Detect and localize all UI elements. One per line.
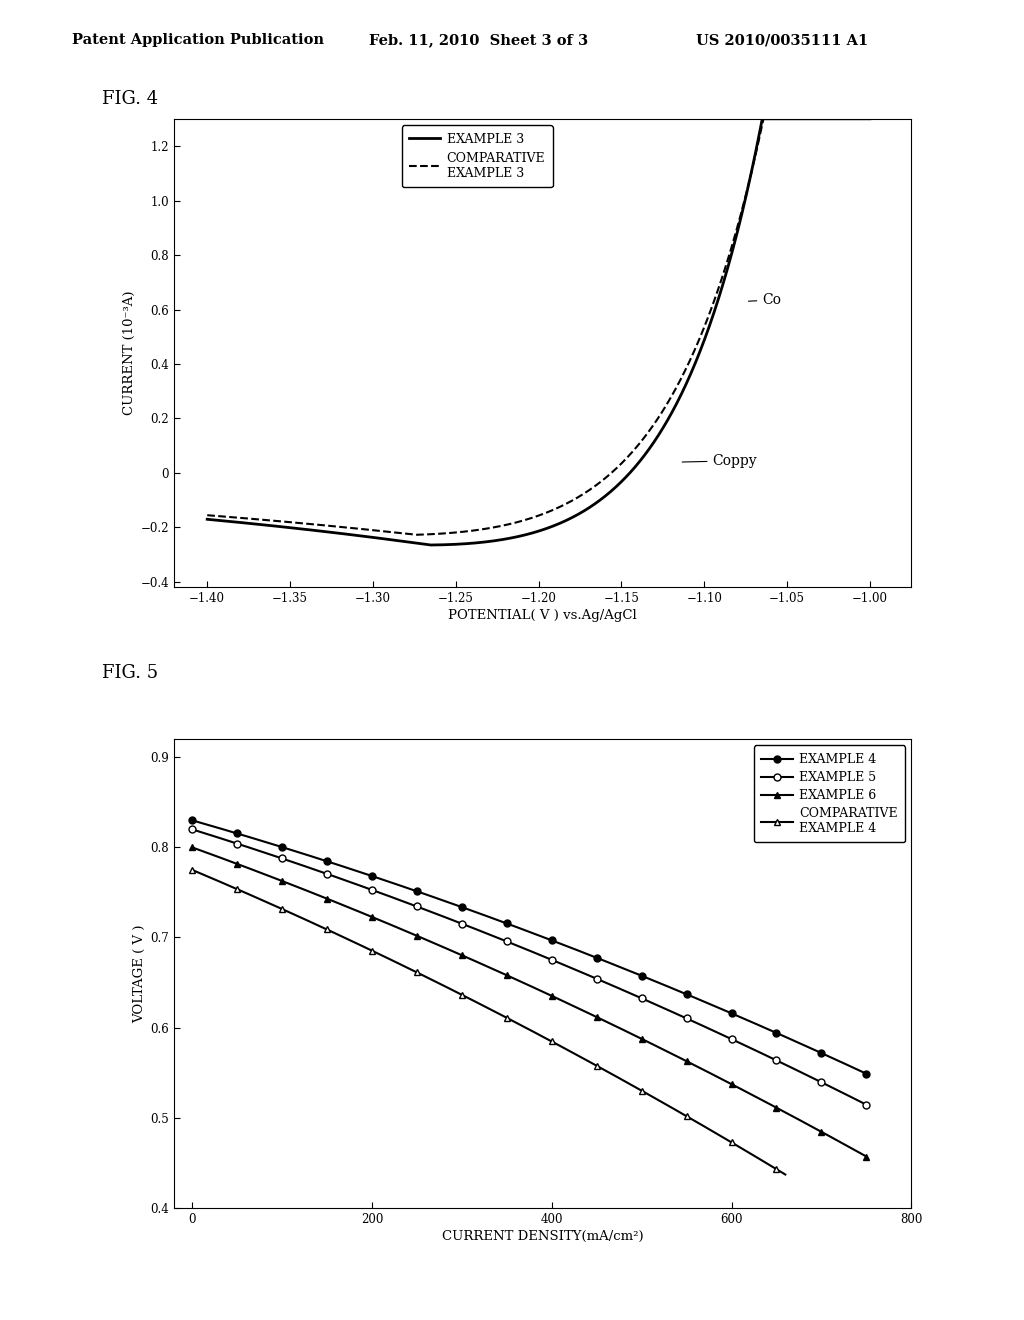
- Text: Coppy: Coppy: [682, 454, 757, 467]
- EXAMPLE 5: [501, 933, 513, 949]
- EXAMPLE 4: [501, 916, 513, 932]
- EXAMPLE 6: [815, 1123, 827, 1139]
- Text: Co: Co: [749, 293, 781, 308]
- EXAMPLE 5: [456, 916, 468, 932]
- EXAMPLE 6: [501, 968, 513, 983]
- EXAMPLE 6: [366, 909, 378, 925]
- EXAMPLE 5: [230, 836, 243, 851]
- Line: EXAMPLE 6: EXAMPLE 6: [188, 843, 869, 1160]
- X-axis label: CURRENT DENSITY(mA/cm²): CURRENT DENSITY(mA/cm²): [442, 1230, 643, 1243]
- EXAMPLE 4: [725, 1006, 737, 1022]
- EXAMPLE 5: [366, 882, 378, 898]
- EXAMPLE 6: [725, 1076, 737, 1092]
- EXAMPLE 5: [411, 899, 423, 915]
- COMPARATIVE
EXAMPLE 4: [636, 1082, 648, 1098]
- EXAMPLE 5: [770, 1052, 782, 1068]
- EXAMPLE 6: [275, 873, 288, 888]
- EXAMPLE 6: [456, 948, 468, 964]
- COMPARATIVE
EXAMPLE 4: [411, 965, 423, 981]
- EXAMPLE 6: [186, 840, 199, 855]
- COMPARATIVE
EXAMPLE 4: [591, 1057, 603, 1073]
- EXAMPLE 4: [275, 840, 288, 855]
- Line: COMPARATIVE
EXAMPLE 4: COMPARATIVE EXAMPLE 4: [188, 866, 780, 1172]
- COMPARATIVE
EXAMPLE 4: [321, 921, 333, 937]
- Line: EXAMPLE 4: EXAMPLE 4: [188, 817, 869, 1077]
- COMPARATIVE
EXAMPLE 4: [680, 1109, 692, 1125]
- EXAMPLE 6: [636, 1031, 648, 1047]
- EXAMPLE 4: [186, 812, 199, 828]
- EXAMPLE 4: [636, 968, 648, 983]
- EXAMPLE 5: [725, 1031, 737, 1047]
- EXAMPLE 6: [680, 1053, 692, 1069]
- Text: FIG. 5: FIG. 5: [102, 664, 159, 682]
- COMPARATIVE
EXAMPLE 4: [725, 1134, 737, 1150]
- EXAMPLE 6: [411, 928, 423, 944]
- EXAMPLE 6: [591, 1008, 603, 1024]
- COMPARATIVE
EXAMPLE 4: [770, 1162, 782, 1177]
- EXAMPLE 4: [321, 853, 333, 869]
- COMPARATIVE
EXAMPLE 4: [456, 987, 468, 1003]
- EXAMPLE 4: [680, 986, 692, 1002]
- COMPARATIVE
EXAMPLE 4: [230, 882, 243, 898]
- EXAMPLE 4: [456, 899, 468, 915]
- EXAMPLE 5: [186, 821, 199, 837]
- EXAMPLE 6: [860, 1148, 872, 1164]
- EXAMPLE 5: [275, 850, 288, 866]
- EXAMPLE 5: [860, 1097, 872, 1113]
- EXAMPLE 5: [636, 990, 648, 1006]
- EXAMPLE 5: [680, 1011, 692, 1027]
- Text: Feb. 11, 2010  Sheet 3 of 3: Feb. 11, 2010 Sheet 3 of 3: [369, 33, 588, 48]
- COMPARATIVE
EXAMPLE 4: [186, 862, 199, 878]
- EXAMPLE 4: [411, 883, 423, 899]
- EXAMPLE 6: [321, 891, 333, 907]
- COMPARATIVE
EXAMPLE 4: [546, 1034, 558, 1049]
- EXAMPLE 4: [366, 869, 378, 884]
- EXAMPLE 4: [546, 932, 558, 948]
- Text: US 2010/0035111 A1: US 2010/0035111 A1: [696, 33, 868, 48]
- Y-axis label: VOLTAGE ( V ): VOLTAGE ( V ): [133, 924, 146, 1023]
- Legend: EXAMPLE 4, EXAMPLE 5, EXAMPLE 6, COMPARATIVE
EXAMPLE 4: EXAMPLE 4, EXAMPLE 5, EXAMPLE 6, COMPARA…: [754, 746, 905, 842]
- EXAMPLE 6: [546, 987, 558, 1003]
- X-axis label: POTENTIAL( V ) vs.Ag/AgCl: POTENTIAL( V ) vs.Ag/AgCl: [449, 610, 637, 623]
- EXAMPLE 4: [770, 1026, 782, 1041]
- EXAMPLE 4: [230, 825, 243, 841]
- Text: Patent Application Publication: Patent Application Publication: [72, 33, 324, 48]
- EXAMPLE 4: [815, 1045, 827, 1061]
- EXAMPLE 5: [546, 952, 558, 968]
- Y-axis label: CURRENT (10⁻³A): CURRENT (10⁻³A): [124, 290, 136, 416]
- Legend: EXAMPLE 3, COMPARATIVE
EXAMPLE 3: EXAMPLE 3, COMPARATIVE EXAMPLE 3: [401, 125, 553, 187]
- COMPARATIVE
EXAMPLE 4: [501, 1010, 513, 1026]
- EXAMPLE 5: [321, 866, 333, 882]
- COMPARATIVE
EXAMPLE 4: [275, 902, 288, 917]
- EXAMPLE 4: [860, 1065, 872, 1081]
- COMPARATIVE
EXAMPLE 4: [366, 942, 378, 958]
- EXAMPLE 5: [815, 1074, 827, 1090]
- EXAMPLE 6: [230, 855, 243, 871]
- EXAMPLE 6: [770, 1100, 782, 1115]
- EXAMPLE 5: [591, 970, 603, 986]
- Line: EXAMPLE 5: EXAMPLE 5: [188, 826, 869, 1109]
- Text: FIG. 4: FIG. 4: [102, 90, 159, 108]
- EXAMPLE 4: [591, 950, 603, 966]
